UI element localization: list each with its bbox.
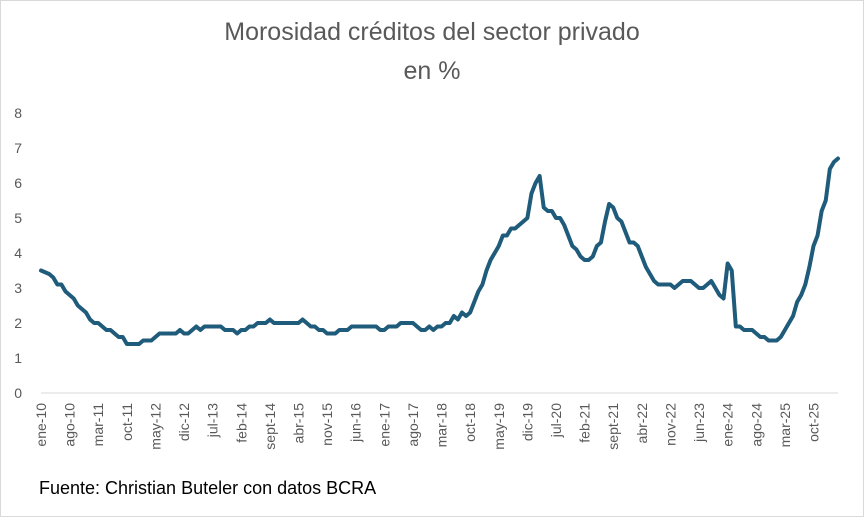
x-tick-label: sept-14 <box>262 403 278 450</box>
x-tick-label: feb-21 <box>577 403 593 443</box>
x-tick-label: jun-16 <box>348 403 364 443</box>
y-tick-label: 0 <box>14 385 22 401</box>
x-tick-label: mar-25 <box>777 403 793 448</box>
series-line <box>39 156 840 346</box>
x-tick-label: dic-12 <box>176 403 192 441</box>
x-tick-label: ago-24 <box>748 403 764 447</box>
y-tick-label: 4 <box>14 245 22 261</box>
x-tick-label: mar-18 <box>434 403 450 448</box>
x-tick-label: oct-11 <box>119 403 135 441</box>
x-tick-label: nov-22 <box>662 403 678 446</box>
y-tick-label: 7 <box>14 140 22 156</box>
x-tick-label: jul-13 <box>205 403 221 438</box>
x-tick-label: ene-10 <box>33 403 49 447</box>
x-tick-label: ago-10 <box>62 403 78 447</box>
x-tick-label: may-19 <box>491 403 507 450</box>
x-tick-label: may-12 <box>147 403 163 450</box>
x-tick-label: mar-11 <box>90 403 106 447</box>
x-tick-label: jun-23 <box>691 403 707 443</box>
x-tick-label: feb-14 <box>233 403 249 443</box>
x-tick-label: ene-17 <box>376 403 392 447</box>
y-tick-label: 1 <box>14 350 22 366</box>
y-tick-label: 6 <box>14 175 22 191</box>
x-tick-label: oct-18 <box>462 403 478 442</box>
x-tick-label: abr-15 <box>290 403 306 444</box>
y-tick-label: 2 <box>14 315 22 331</box>
chart-subtitle: en % <box>403 57 461 85</box>
x-axis: ene-10 ago-10 mar-11 oct-11 may-12 dic-12 jul-… <box>33 403 821 450</box>
x-tick-label: oct-25 <box>805 403 821 442</box>
x-tick-label: jul-20 <box>548 403 564 438</box>
y-tick-label: 5 <box>14 210 22 226</box>
x-tick-label: nov-15 <box>319 403 335 446</box>
y-axis: 0 1 2 3 4 5 6 7 8 <box>14 105 22 401</box>
x-tick-label: sept-21 <box>605 403 621 450</box>
x-tick-label: ago-17 <box>405 403 421 447</box>
x-tick-label: abr-22 <box>634 403 650 444</box>
x-tick-label: ene-24 <box>720 403 736 447</box>
y-tick-label: 3 <box>14 280 22 296</box>
source-note: Fuente: Christian Buteler con datos BCRA <box>39 478 377 498</box>
y-tick-label: 8 <box>14 105 22 121</box>
x-tick-label: dic-19 <box>519 403 535 441</box>
chart-title: Morosidad créditos del sector privado <box>224 18 640 46</box>
